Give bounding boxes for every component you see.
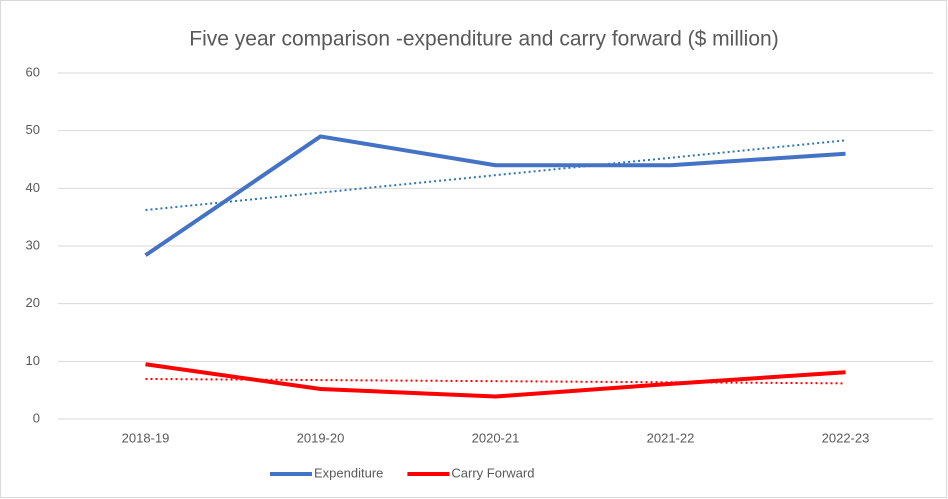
series-line (144, 134, 846, 257)
series-line (145, 362, 846, 399)
x-tick-label: 2018-19 (122, 430, 170, 445)
y-tick-label: 40 (26, 180, 40, 195)
x-tick-label: 2022-23 (822, 430, 870, 445)
y-tick-label: 0 (33, 410, 40, 425)
chart-title: Five year comparison -expenditure and ca… (189, 28, 778, 51)
legend-label: Expenditure (314, 465, 383, 480)
y-tick-label: 10 (26, 353, 40, 368)
y-tick-label: 20 (26, 295, 40, 310)
x-tick-label: 2019-20 (297, 430, 345, 445)
legend-label: Carry Forward (451, 465, 534, 480)
y-tick-label: 60 (26, 64, 40, 79)
y-tick-label: 30 (26, 237, 40, 252)
x-tick-label: 2020-21 (472, 430, 520, 445)
trendline (145, 139, 846, 212)
x-tick-label: 2021-22 (647, 430, 695, 445)
y-tick-label: 50 (26, 122, 40, 137)
